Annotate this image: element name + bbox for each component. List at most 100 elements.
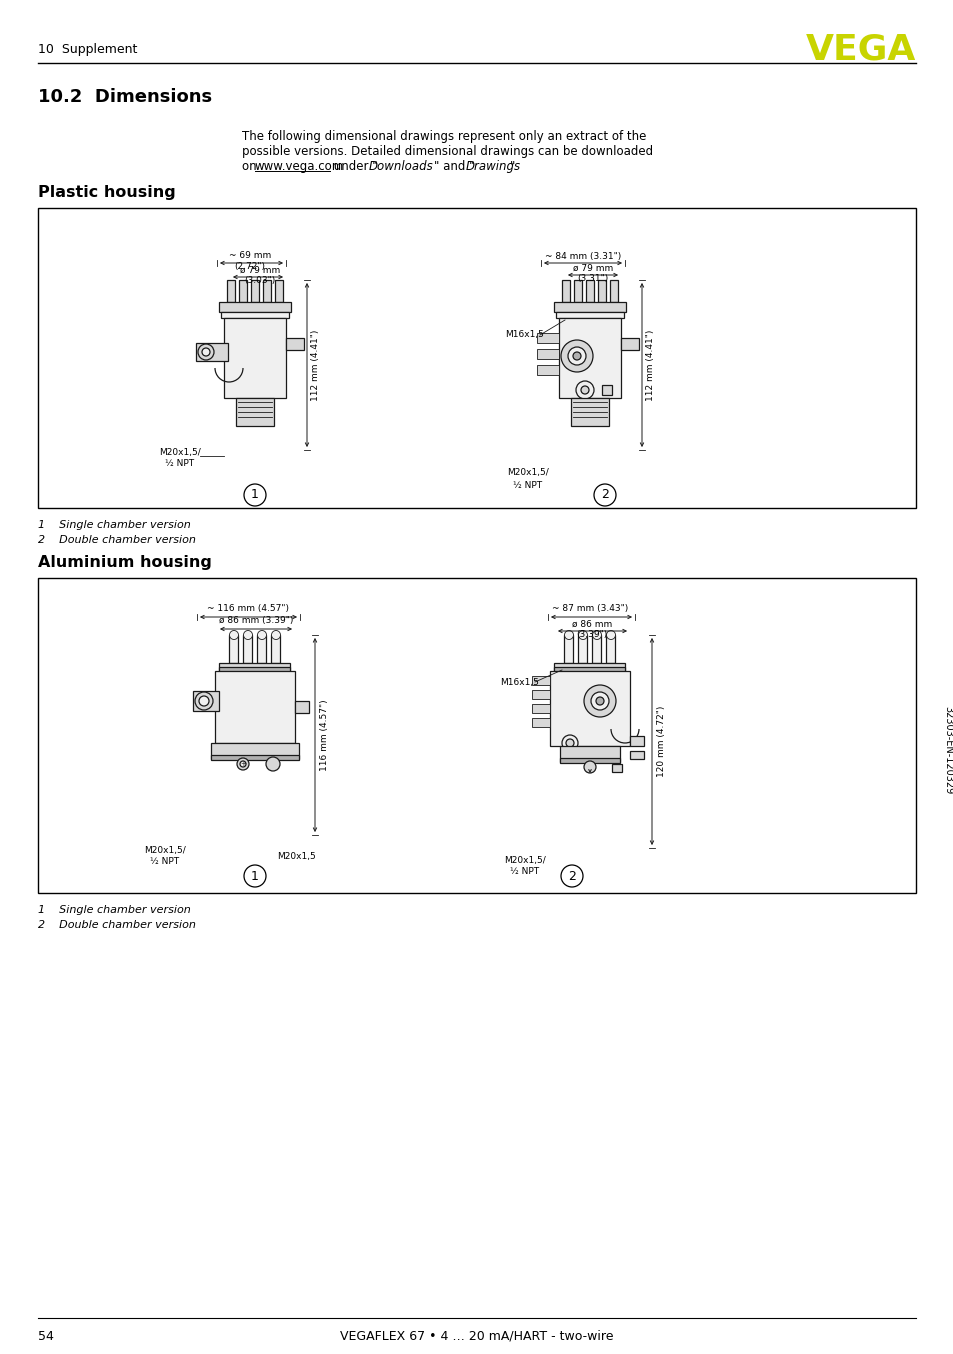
Bar — [537, 366, 558, 375]
Text: " and ": " and " — [434, 160, 474, 173]
Bar — [211, 743, 298, 760]
Circle shape — [590, 692, 608, 709]
Circle shape — [236, 758, 249, 770]
Bar — [598, 280, 605, 302]
Bar — [195, 343, 228, 362]
Circle shape — [592, 631, 601, 639]
Text: +: + — [240, 761, 246, 766]
Bar — [193, 691, 219, 711]
Text: ø 86 mm (3.39"): ø 86 mm (3.39") — [218, 616, 293, 626]
Bar — [38, 209, 915, 508]
Bar — [554, 668, 625, 672]
Bar — [219, 302, 291, 311]
Bar — [578, 635, 587, 663]
Circle shape — [606, 631, 615, 639]
Text: 2: 2 — [600, 489, 608, 501]
Text: ~ 84 mm (3.31"): ~ 84 mm (3.31") — [544, 252, 620, 260]
Circle shape — [594, 483, 616, 506]
Bar — [606, 635, 615, 663]
Circle shape — [257, 631, 266, 639]
Circle shape — [244, 483, 266, 506]
Circle shape — [583, 685, 616, 718]
Text: M20x1,5/: M20x1,5/ — [507, 468, 548, 478]
Bar — [221, 311, 289, 318]
Bar — [550, 672, 629, 746]
Circle shape — [561, 735, 578, 751]
Text: 54: 54 — [38, 1330, 53, 1343]
Bar — [558, 318, 620, 398]
Text: ~ 87 mm (3.43"): ~ 87 mm (3.43") — [551, 604, 627, 613]
Bar — [564, 635, 573, 663]
Bar — [612, 764, 621, 772]
Bar — [629, 737, 643, 746]
Text: ½ NPT: ½ NPT — [513, 481, 542, 490]
Bar — [556, 311, 623, 318]
Bar — [620, 338, 639, 349]
Text: ".: ". — [510, 160, 518, 173]
Circle shape — [583, 761, 596, 773]
Text: M20x1,5/: M20x1,5/ — [503, 856, 545, 864]
Text: www.vega.com: www.vega.com — [254, 160, 344, 173]
Circle shape — [244, 865, 266, 887]
Bar — [601, 385, 612, 395]
Circle shape — [564, 631, 573, 639]
Text: under ": under " — [330, 160, 377, 173]
Circle shape — [198, 344, 213, 360]
Text: VEGAFLEX 67 • 4 … 20 mA/HART - two-wire: VEGAFLEX 67 • 4 … 20 mA/HART - two-wire — [340, 1330, 613, 1343]
Text: possible versions. Detailed dimensional drawings can be downloaded: possible versions. Detailed dimensional … — [242, 145, 653, 158]
Text: 120 mm (4.72"): 120 mm (4.72") — [657, 705, 665, 777]
Bar — [219, 668, 291, 672]
Text: 116 mm (4.57"): 116 mm (4.57") — [319, 699, 329, 770]
Text: 32303-EN-120329: 32303-EN-120329 — [942, 705, 952, 795]
Text: ø 86 mm: ø 86 mm — [571, 620, 612, 628]
Circle shape — [578, 631, 587, 639]
Circle shape — [194, 692, 213, 709]
Circle shape — [272, 631, 280, 639]
Bar — [274, 280, 283, 302]
Bar — [532, 718, 550, 727]
Bar — [294, 701, 309, 714]
Bar — [257, 635, 266, 663]
Text: 1    Single chamber version: 1 Single chamber version — [38, 520, 191, 529]
Bar — [251, 280, 258, 302]
Text: 1: 1 — [251, 869, 258, 883]
Bar — [537, 333, 558, 343]
Bar — [239, 280, 247, 302]
Text: M20x1,5/: M20x1,5/ — [159, 448, 201, 456]
Text: (2.72"): (2.72") — [234, 263, 265, 272]
Text: 10  Supplement: 10 Supplement — [38, 43, 137, 57]
Bar — [585, 280, 594, 302]
Bar — [263, 280, 271, 302]
Bar — [629, 751, 643, 760]
Text: on: on — [242, 160, 260, 173]
Circle shape — [573, 352, 580, 360]
Text: 2    Double chamber version: 2 Double chamber version — [38, 919, 195, 930]
Circle shape — [580, 386, 588, 394]
Bar — [211, 756, 298, 760]
Text: 2: 2 — [567, 869, 576, 883]
Text: Drawings: Drawings — [465, 160, 520, 173]
Text: Aluminium housing: Aluminium housing — [38, 555, 212, 570]
Circle shape — [230, 631, 238, 639]
Bar — [574, 280, 581, 302]
Bar — [214, 672, 294, 743]
Bar — [219, 663, 291, 672]
Text: ~ 116 mm (4.57"): ~ 116 mm (4.57") — [207, 604, 289, 613]
Bar — [571, 398, 608, 427]
Text: M20x1,5: M20x1,5 — [277, 853, 316, 861]
Text: M16x1,5: M16x1,5 — [504, 330, 543, 340]
Bar — [38, 578, 915, 894]
Text: Plastic housing: Plastic housing — [38, 185, 175, 200]
Bar — [224, 318, 286, 398]
Bar — [532, 691, 550, 699]
Text: 112 mm (4.41"): 112 mm (4.41") — [645, 329, 655, 401]
Text: 1: 1 — [251, 489, 258, 501]
Bar — [235, 398, 274, 427]
Circle shape — [266, 757, 280, 770]
Bar — [286, 338, 304, 349]
Text: 112 mm (4.41"): 112 mm (4.41") — [311, 329, 319, 401]
Bar — [243, 635, 253, 663]
Bar — [559, 746, 619, 762]
Text: M16x1,5: M16x1,5 — [499, 677, 538, 686]
Bar — [609, 280, 618, 302]
